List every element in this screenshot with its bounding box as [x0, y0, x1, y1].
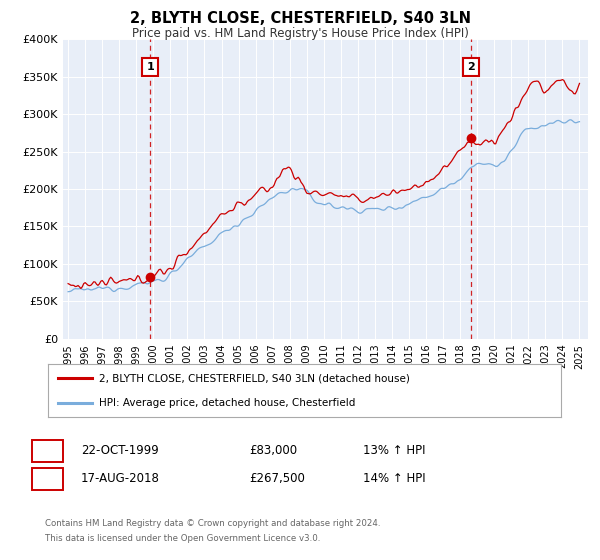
- Text: 2: 2: [467, 62, 475, 72]
- Text: 13% ↑ HPI: 13% ↑ HPI: [363, 444, 425, 458]
- Text: 17-AUG-2018: 17-AUG-2018: [81, 472, 160, 486]
- Text: 14% ↑ HPI: 14% ↑ HPI: [363, 472, 425, 486]
- Text: 2, BLYTH CLOSE, CHESTERFIELD, S40 3LN (detached house): 2, BLYTH CLOSE, CHESTERFIELD, S40 3LN (d…: [100, 374, 410, 384]
- Text: 1: 1: [43, 444, 52, 458]
- Text: £83,000: £83,000: [249, 444, 297, 458]
- Text: HPI: Average price, detached house, Chesterfield: HPI: Average price, detached house, Ches…: [100, 398, 356, 408]
- Text: 2: 2: [43, 472, 52, 486]
- Text: £267,500: £267,500: [249, 472, 305, 486]
- Text: 2, BLYTH CLOSE, CHESTERFIELD, S40 3LN: 2, BLYTH CLOSE, CHESTERFIELD, S40 3LN: [130, 11, 470, 26]
- Text: Price paid vs. HM Land Registry's House Price Index (HPI): Price paid vs. HM Land Registry's House …: [131, 27, 469, 40]
- Text: Contains HM Land Registry data © Crown copyright and database right 2024.: Contains HM Land Registry data © Crown c…: [45, 519, 380, 528]
- Text: 22-OCT-1999: 22-OCT-1999: [81, 444, 159, 458]
- Text: 1: 1: [146, 62, 154, 72]
- Text: This data is licensed under the Open Government Licence v3.0.: This data is licensed under the Open Gov…: [45, 534, 320, 543]
